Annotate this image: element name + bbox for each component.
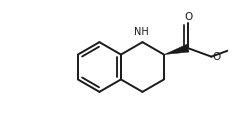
Text: O: O bbox=[184, 12, 193, 22]
Text: NH: NH bbox=[134, 27, 148, 37]
Polygon shape bbox=[164, 44, 189, 55]
Text: O: O bbox=[213, 52, 221, 62]
